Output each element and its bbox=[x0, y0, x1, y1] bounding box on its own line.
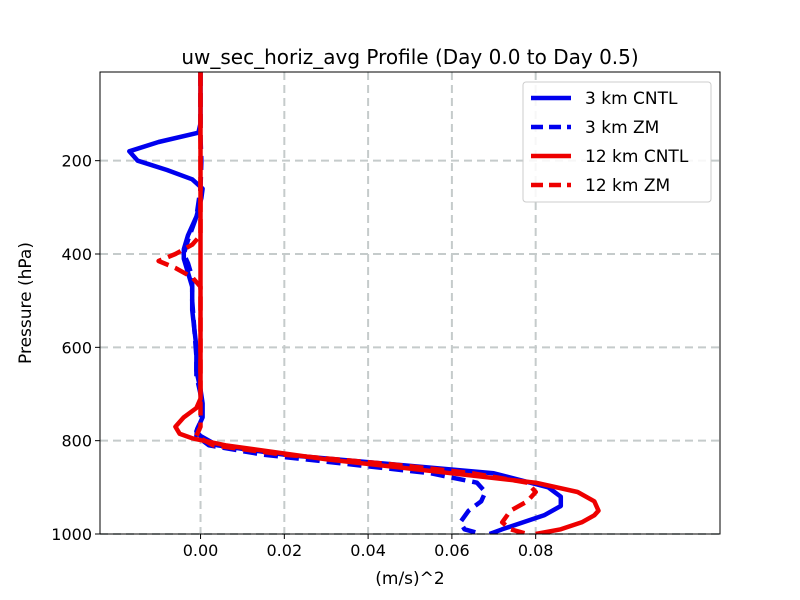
chart-title: uw_sec_horiz_avg Profile (Day 0.0 to Day… bbox=[181, 45, 638, 69]
legend-label-12-km-zm: 12 km ZM bbox=[585, 176, 670, 196]
legend-box bbox=[522, 81, 712, 203]
legend-label-12-km-cntl: 12 km CNTL bbox=[585, 147, 689, 167]
x-tick-label: 0.06 bbox=[434, 541, 470, 560]
series-group bbox=[127, 72, 601, 534]
series-line-3-km-cntl bbox=[127, 72, 564, 534]
x-tick-label: 0.02 bbox=[267, 541, 303, 560]
grid bbox=[100, 72, 720, 535]
series-line-12-km-zm bbox=[156, 72, 538, 534]
y-tick-label: 1000 bbox=[51, 525, 92, 544]
plot-frame bbox=[99, 71, 721, 535]
y-tick-label: 400 bbox=[61, 245, 92, 264]
y-tick-label: 800 bbox=[61, 432, 92, 451]
x-tick-label: 0.00 bbox=[183, 541, 219, 560]
x-tick-label: 0.04 bbox=[350, 541, 386, 560]
y-tick-label: 600 bbox=[61, 338, 92, 357]
legend-label-3-km-zm: 3 km ZM bbox=[585, 118, 659, 138]
x-axis-label: (m/s)^2 bbox=[375, 569, 444, 589]
y-tick-label: 200 bbox=[61, 152, 92, 171]
y-axis: 200 400 600 800 1000 bbox=[51, 152, 100, 544]
x-axis: 0.00 0.02 0.04 0.06 0.08 bbox=[183, 534, 554, 560]
legend-label-3-km-cntl: 3 km CNTL bbox=[585, 89, 678, 109]
x-tick-label: 0.08 bbox=[518, 541, 554, 560]
legend: 3 km CNTL 3 km ZM 12 km CNTL 12 km ZM bbox=[522, 81, 712, 203]
y-axis-label: Pressure (hPa) bbox=[16, 242, 36, 364]
